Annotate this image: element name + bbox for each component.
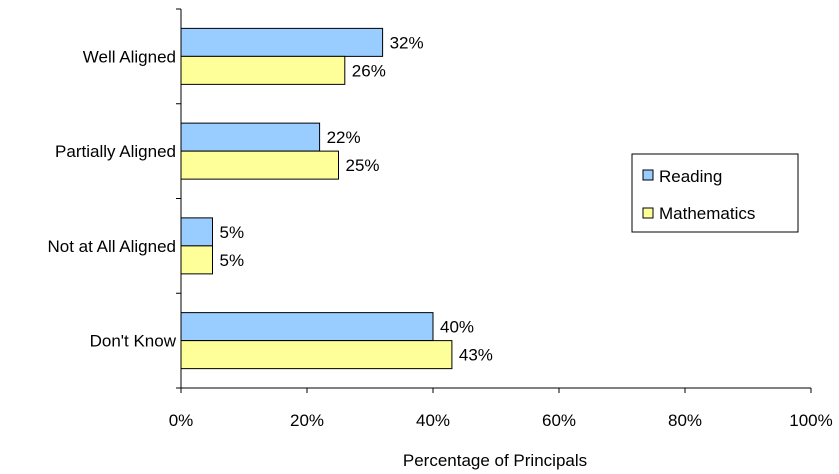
category-label: Partially Aligned: [55, 142, 176, 161]
x-tick-label: 20%: [290, 411, 324, 430]
bar-mathematics: [180, 245, 213, 275]
x-axis-label: Percentage of Principals: [403, 451, 587, 470]
legend-swatch-reading: [642, 169, 654, 181]
data-label: 22%: [327, 128, 361, 147]
data-label: 5%: [220, 223, 245, 242]
data-label: 5%: [220, 251, 245, 270]
legend-swatch-mathematics: [642, 207, 654, 219]
bar-mathematics: [180, 340, 453, 370]
legend-label-reading: Reading: [659, 167, 722, 186]
legend-box: [631, 153, 799, 233]
category-label: Well Aligned: [83, 47, 176, 66]
data-label: 25%: [346, 156, 380, 175]
data-label: 32%: [390, 33, 424, 52]
bar-mathematics: [180, 55, 346, 85]
bars-group: 32%26% 22% 25% 5% 5% 40% 43%: [180, 27, 493, 370]
x-tick-label: 80%: [668, 411, 702, 430]
y-axis: Well Aligned Partially Aligned Not at All …: [47, 8, 182, 389]
category-label: Don't Know: [90, 332, 177, 351]
bar-reading: [180, 27, 384, 57]
bar-mathematics: [180, 150, 339, 180]
category-label: Not at All Aligned: [47, 237, 176, 256]
x-axis: 0% 20% 40% 60% 80% 100%: [169, 387, 833, 430]
legend-label-mathematics: Mathematics: [659, 204, 755, 223]
x-tick-label: 40%: [416, 411, 450, 430]
x-tick-label: 100%: [789, 411, 832, 430]
data-label: 40%: [440, 318, 474, 337]
x-tick-label: 60%: [542, 411, 576, 430]
x-tick-label: 0%: [169, 411, 194, 430]
bar-reading: [180, 312, 434, 342]
bar-reading: [180, 217, 213, 247]
data-label: 26%: [352, 61, 386, 80]
legend: Reading Mathematics: [631, 153, 799, 233]
bar-reading: [180, 122, 321, 152]
data-label: 43%: [459, 346, 493, 365]
